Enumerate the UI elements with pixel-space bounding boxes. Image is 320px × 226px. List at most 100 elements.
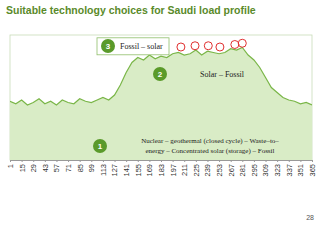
tick-mark [103,160,104,162]
tick-label: 183 [157,164,166,177]
tick-label: 29 [29,164,38,172]
annotation: Solar – Fossil2 [153,67,245,81]
tick: 239 [203,160,212,177]
peak-marker [204,42,212,50]
tick-label: 309 [261,164,270,177]
tick-label: 1 [6,164,15,168]
annotation-box [97,38,169,55]
tick: 253 [215,160,224,177]
tick: 351 [296,160,305,177]
tick-mark [254,160,255,162]
tick-mark [207,160,208,162]
tick: 309 [261,160,270,177]
annotation-text: Fossil – solar [120,42,163,51]
tick-label: 295 [250,164,259,177]
tick: 225 [192,160,201,177]
tick-mark [242,160,243,162]
tick: 267 [227,160,236,177]
tick-mark [80,160,81,162]
tick-label: 43 [41,164,50,172]
tick-mark [138,160,139,162]
annotation-badge [101,39,115,53]
tick-label: 15 [18,164,27,172]
tick-mark [300,160,301,162]
peak-marker [231,41,239,49]
annotation-badge [93,139,107,153]
tick-label: 281 [238,164,247,177]
tick-label: 169 [145,164,154,177]
title: Suitable technology choices for Saudi lo… [6,4,256,16]
tick-label: 197 [169,164,178,177]
annotation-number: 1 [98,142,103,151]
tick-label: 267 [227,164,236,177]
tick-mark [56,160,57,162]
tick-label: 155 [134,164,143,177]
tick-mark [266,160,267,162]
x-axis: 1152943577185991131271411551691831972112… [6,160,317,177]
tick-label: 253 [215,164,224,177]
tick-mark [115,160,116,162]
chart: Suitable technology choices for Saudi lo… [0,0,320,226]
peak-marker [238,39,246,47]
tick-mark [68,160,69,162]
tick: 99 [87,160,96,172]
tick-label: 337 [285,164,294,177]
tick: 365 [308,160,317,177]
load-area [10,48,312,161]
tick-label: 113 [99,164,108,176]
tick-mark [312,160,313,162]
tick: 29 [29,160,38,172]
tick-mark [277,160,278,162]
tick: 281 [238,160,247,177]
tick-mark [33,160,34,162]
tick: 197 [169,160,178,177]
tick-label: 239 [203,164,212,177]
annotation-text: Solar – Fossil [200,70,245,79]
tick: 323 [273,160,282,177]
tick-label: 99 [87,164,96,172]
tick: 211 [180,160,189,176]
tick-mark [161,160,162,162]
tick-mark [126,160,127,162]
axis-line [11,161,313,163]
tick: 127 [110,160,119,177]
annotation-badge [153,67,167,81]
tick: 141 [122,160,131,177]
tick-mark [173,160,174,162]
peak-marker [177,43,185,51]
tick-mark [219,160,220,162]
page-number: 28 [306,214,314,221]
tick-label: 365 [308,164,317,177]
peak-marker [191,42,199,50]
annotation-text: energy – Concentrated solar (storage) – … [146,147,275,155]
peak-marker [216,43,224,51]
tick-label: 141 [122,164,131,177]
tick-label: 57 [52,164,61,172]
tick-mark [45,160,46,162]
load-line [10,48,312,106]
tick-label: 323 [273,164,282,177]
tick: 337 [285,160,294,177]
tick-mark [289,160,290,162]
plot-frame [10,35,312,160]
tick: 15 [18,160,27,172]
tick-label: 71 [64,164,73,172]
marks [10,39,312,160]
tick: 71 [64,160,73,172]
tick: 1 [6,160,15,168]
tick: 85 [76,160,85,172]
tick-label: 127 [110,164,119,177]
tick: 57 [52,160,61,172]
tick: 113 [99,160,108,176]
tick: 155 [134,160,143,177]
tick-mark [22,160,23,162]
tick-mark [149,160,150,162]
annotation: Fossil – solar 3 [97,38,169,55]
tick-label: 211 [180,164,189,176]
tick-mark [91,160,92,162]
tick-mark [231,160,232,162]
tick-mark [196,160,197,162]
annotation-text: Nuclear – geothermal (closed cycle) – Wa… [141,137,279,145]
tick: 169 [145,160,154,177]
annotation-number: 3 [106,42,111,51]
